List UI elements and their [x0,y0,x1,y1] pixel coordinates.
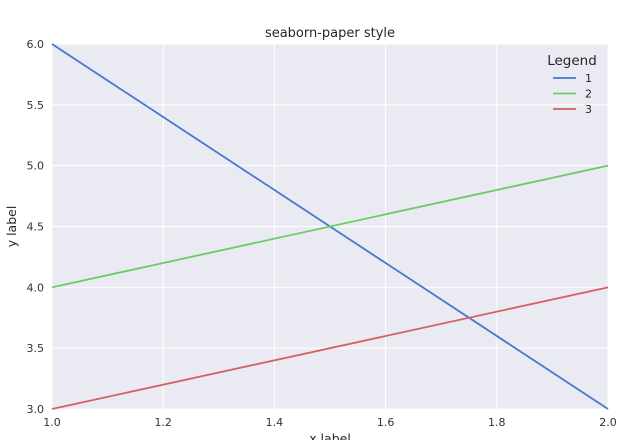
series-layer [51,43,609,410]
legend: Legend 1 2 3 [547,53,597,116]
legend-label: 2 [585,88,592,101]
y-tick-labels: 3.0 3.5 4.0 4.5 5.0 5.5 6.0 [27,38,45,416]
x-tick-label: 1.2 [154,416,172,429]
y-tick-label: 5.0 [27,160,45,173]
legend-label: 1 [585,72,592,85]
chart-title: seaborn-paper style [265,26,395,41]
x-axis-label: x label [309,431,351,440]
x-tick-label: 1.6 [377,416,395,429]
y-tick-label: 4.5 [27,221,45,234]
y-axis-label: y label [4,206,19,248]
series-line-3 [51,286,609,410]
y-tick-label: 3.5 [27,342,45,355]
y-tick-label: 6.0 [27,38,45,51]
x-tick-label: 2.0 [599,416,617,429]
x-tick-labels: 1.0 1.2 1.4 1.6 1.8 2.0 [43,416,617,429]
x-tick-label: 1.8 [488,416,506,429]
x-tick-label: 1.0 [43,416,61,429]
x-tick-label: 1.4 [266,416,284,429]
y-tick-label: 5.5 [27,99,45,112]
y-tick-label: 4.0 [27,281,45,294]
legend-title: Legend [547,53,597,69]
legend-label: 3 [585,103,592,116]
series-line-2 [51,164,609,289]
y-tick-label: 3.0 [27,403,45,416]
